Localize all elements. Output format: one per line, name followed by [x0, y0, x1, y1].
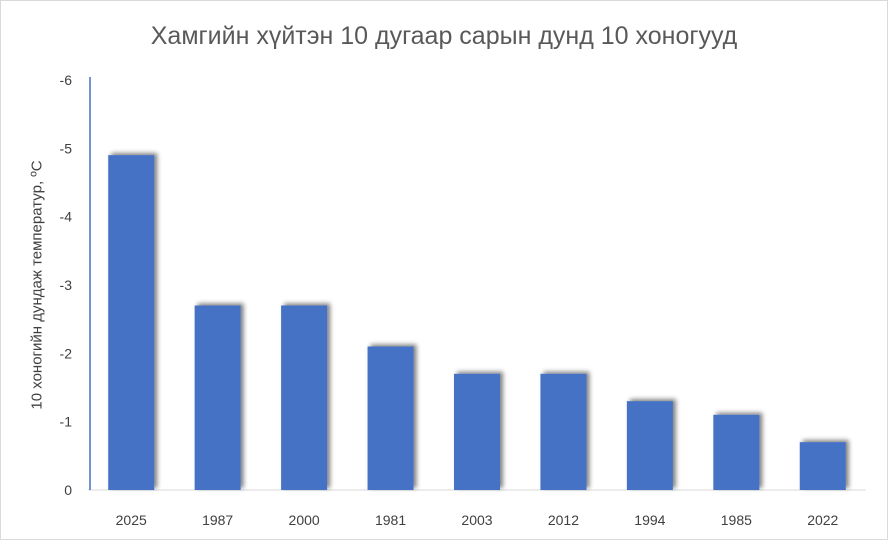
- x-tick-label: 1985: [721, 512, 752, 528]
- bar-1994: [626, 401, 673, 490]
- x-tick-label: 1994: [634, 512, 665, 528]
- bar-1985: [713, 414, 760, 490]
- bar-1981: [367, 346, 414, 490]
- x-tick-label: 2003: [461, 512, 492, 528]
- x-tick-label: 2022: [807, 512, 838, 528]
- bar-1987: [194, 305, 241, 490]
- chart-title: Хамгийн хүйтэн 10 дугаар сарын дунд 10 х…: [150, 22, 738, 50]
- y-tick-label: -4: [60, 209, 73, 225]
- x-tick-label: 1981: [375, 512, 406, 528]
- bar-2000: [281, 305, 328, 490]
- bar-2003: [454, 373, 500, 490]
- y-tick-label: 0: [64, 482, 72, 498]
- y-tick-label: -3: [60, 277, 73, 293]
- x-tick-label: 1987: [202, 512, 233, 528]
- bar-2012: [540, 373, 587, 490]
- y-tick-label: -2: [60, 345, 73, 361]
- x-tick-label: 2025: [116, 512, 147, 528]
- y-tick-label: -6: [60, 72, 73, 88]
- y-tick-label: -1: [60, 414, 73, 430]
- bar-2022: [799, 442, 846, 490]
- x-tick-label: 2000: [289, 512, 320, 528]
- y-tick-label: -5: [60, 140, 73, 156]
- bar-2025: [108, 155, 155, 490]
- x-tick-label: 2012: [548, 512, 579, 528]
